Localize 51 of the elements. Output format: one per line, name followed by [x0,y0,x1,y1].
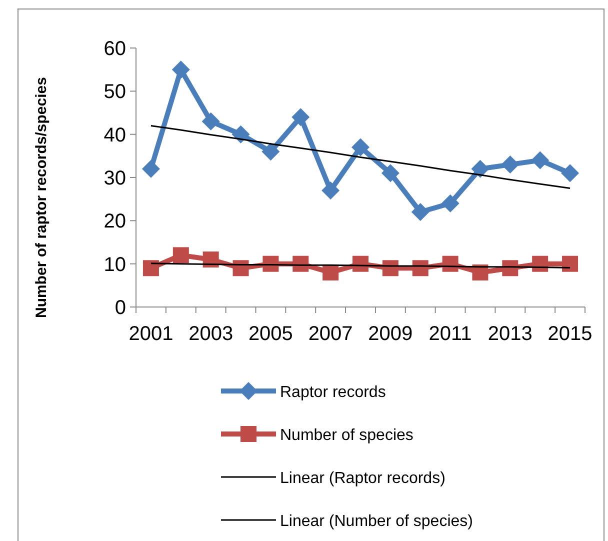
point [322,181,340,200]
legend-label: Linear (Raptor records) [280,470,446,487]
point [561,164,580,182]
point [142,160,160,178]
point [262,256,279,272]
point [412,260,428,276]
y-tick-label: 60 [104,38,126,60]
y-tick-label: 20 [104,210,126,233]
point [172,247,189,264]
point [382,260,398,276]
y-axis-title: Number of raptor records/species [33,77,50,318]
point [411,203,430,222]
point [202,252,219,268]
point [292,256,309,272]
point [142,260,159,276]
point [471,160,490,178]
point [262,142,280,161]
y-tick-label: 10 [104,254,126,276]
x-tick-label: 2001 [128,323,174,345]
legend-label: Number of species [280,427,414,444]
point [352,256,368,272]
legend-label: Raptor records [280,384,386,401]
x-tick-label: 2007 [308,323,353,345]
y-tick-label: 50 [104,81,126,104]
point [232,125,250,144]
legend-label: Linear (Number of species) [280,513,473,530]
point [352,138,370,156]
point [292,108,310,126]
x-tick-label: 2005 [248,323,293,345]
point [532,256,548,272]
point [531,151,550,170]
y-tick-label: 0 [114,297,126,319]
point [232,260,249,276]
x-tick-label: 2015 [548,323,592,345]
point [501,156,520,174]
point [441,194,460,212]
y-tick-label: 40 [104,124,126,146]
point [202,112,220,130]
x-tick-label: 2013 [488,323,532,345]
x-tick-label: 2011 [428,323,472,345]
point [172,60,190,79]
point [562,256,578,272]
point [472,264,488,280]
point [381,164,400,182]
y-tick-label: 30 [104,168,126,190]
x-tick-label: 2009 [368,323,413,345]
point [502,260,518,276]
point [322,264,339,280]
point [442,256,458,272]
x-tick-label: 2003 [188,323,234,345]
line-series [150,124,571,190]
